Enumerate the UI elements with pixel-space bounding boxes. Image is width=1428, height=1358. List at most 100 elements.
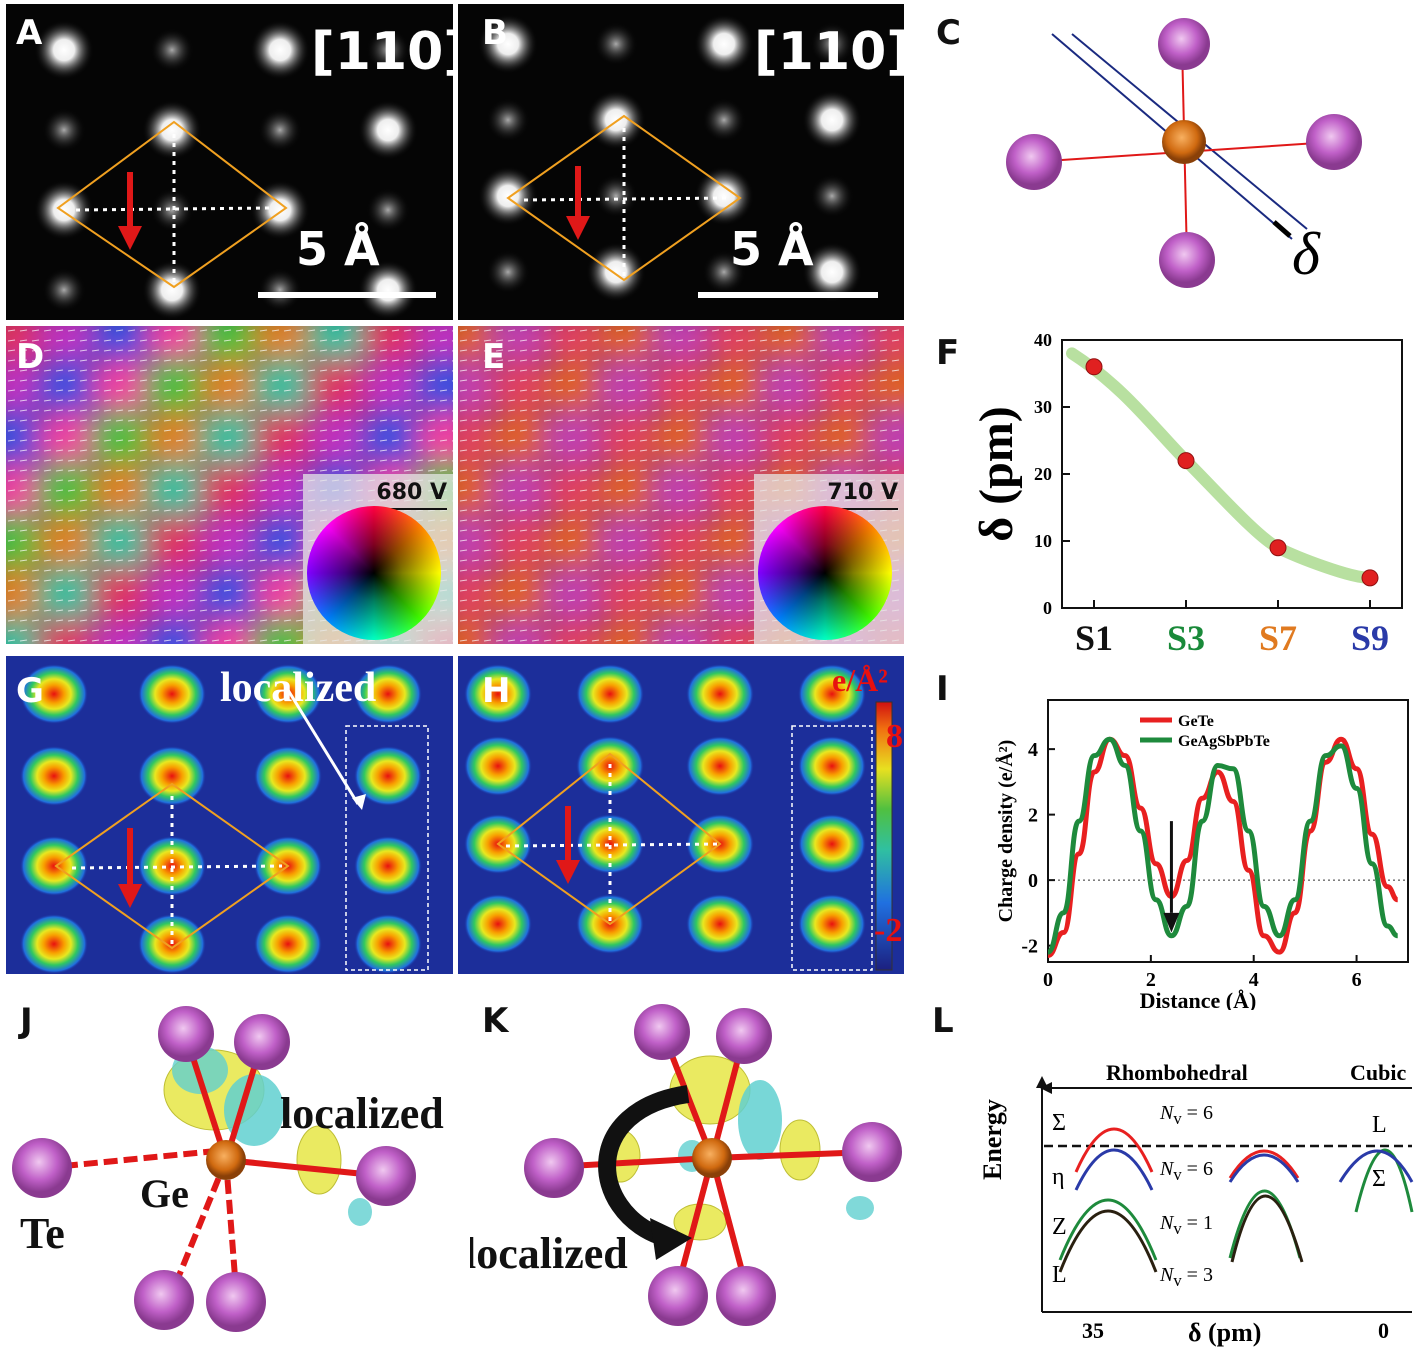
- atom-column: [694, 166, 754, 226]
- charge-density-spot: [354, 914, 422, 974]
- panel-e-dpc-field: 710 V E: [458, 326, 904, 644]
- charge-density-spot: [464, 736, 532, 796]
- nv-subscript: v: [1173, 1165, 1182, 1184]
- charge-density-spot: [464, 894, 532, 954]
- panel-label-h: H: [482, 671, 511, 711]
- charge-density-spot: [686, 894, 754, 954]
- legend-label: GeTe: [1178, 713, 1214, 730]
- panel-label-i: I: [936, 669, 949, 709]
- x-category-label: S7: [1259, 618, 1297, 654]
- charge-density-spot: [138, 664, 206, 724]
- charge-density-spot: [798, 814, 866, 874]
- delta-scatter-chart: 0 10 20 30 40 S1 S3 S7 S9 δ (pm): [970, 330, 1403, 654]
- charge-density-spot: [354, 746, 422, 806]
- valley-degeneracy-1: Nv = 6: [1160, 1102, 1213, 1129]
- atom-column: [42, 108, 86, 152]
- atom-column: [250, 180, 310, 240]
- valley-degeneracy-2: Nv = 6: [1160, 1158, 1213, 1185]
- y-tick-label: 4: [1028, 739, 1038, 761]
- panel-label-l: L: [932, 1001, 954, 1041]
- atom-column: [702, 98, 746, 142]
- ge-agsbpbte-bonding-diagram: [524, 1004, 902, 1326]
- charge-density-spot: [798, 664, 866, 724]
- atom-column: [142, 100, 202, 160]
- atom-column: [802, 242, 862, 302]
- nv-symbol: N: [1160, 1102, 1174, 1124]
- colorbar-min: -2: [874, 912, 903, 949]
- charge-density-spot: [138, 746, 206, 806]
- atom-column: [478, 166, 538, 226]
- charge-density-spot: [254, 914, 322, 974]
- ge-te-bonding-diagram: [12, 1006, 416, 1332]
- atom-column: [594, 174, 638, 218]
- band-eta-label: η: [1052, 1164, 1065, 1190]
- colorbar-max: 8: [886, 718, 903, 755]
- voltage-label: 680 V: [376, 480, 447, 505]
- panel-i-charge-profile: 0 2 4 6 -2 0 2 4 GeTe GeAgSbPbTe Distance (Å) Charg…: [912, 660, 1424, 1010]
- nv-value: = 3: [1186, 1264, 1213, 1286]
- data-point: [1177, 452, 1195, 470]
- scale-bar-label: 5 Å: [730, 222, 814, 276]
- atom-column: [694, 14, 754, 74]
- zone-axis-label: [110]: [754, 22, 904, 82]
- panel-label-a: A: [16, 13, 43, 53]
- panel-c-octahedron: C δ: [912, 4, 1424, 320]
- valley-degeneracy-4: Nv = 3: [1160, 1264, 1213, 1291]
- charge-density-spot: [254, 746, 322, 806]
- band-sigma-label: Σ: [1052, 1110, 1066, 1136]
- charge-density-spot: [576, 664, 644, 724]
- x-category-label: S3: [1167, 618, 1205, 654]
- atom-column: [594, 22, 638, 66]
- atom-column: [366, 188, 410, 232]
- stem-atom-columns: [478, 14, 878, 302]
- voltage-scale-bar: [379, 508, 447, 510]
- charge-density-map: [20, 664, 429, 974]
- localized-annotation: localized: [280, 1089, 444, 1138]
- atom-column: [150, 188, 194, 232]
- charge-density-map: [464, 664, 893, 971]
- x-left-tick: 35: [1082, 1318, 1104, 1343]
- nv-symbol: N: [1160, 1158, 1174, 1180]
- color-wheel: [758, 506, 892, 640]
- band-schematic: [1036, 1076, 1414, 1313]
- panel-label-k: K: [482, 1001, 509, 1041]
- charge-density-spot: [798, 736, 866, 796]
- legend-label: GeAgSbPbTe: [1178, 733, 1270, 750]
- x-tick-label: 4: [1249, 969, 1259, 991]
- minimum-arrowhead: [1163, 912, 1180, 933]
- atom-column: [702, 250, 746, 294]
- cubic-l-label: L: [1372, 1112, 1387, 1138]
- y-tick-label: 40: [1034, 330, 1052, 350]
- panel-label-e: E: [482, 337, 506, 377]
- x-category-label: S1: [1075, 618, 1113, 654]
- atom-column: [142, 260, 202, 320]
- charge-density-spot: [686, 736, 754, 796]
- cubic-label: Cubic: [1350, 1060, 1407, 1085]
- atom-column: [258, 108, 302, 152]
- y-axis-label: Charge density (e/Å²): [994, 740, 1017, 923]
- y-tick-label: -2: [1021, 936, 1038, 958]
- panel-a-stem-image: A [110] 5 Å: [6, 4, 453, 320]
- band-l-label: L: [1052, 1262, 1067, 1288]
- charge-density-spot: [354, 664, 422, 724]
- nv-subscript: v: [1173, 1109, 1182, 1128]
- rhombohedral-label: Rhombohedral: [1106, 1060, 1248, 1085]
- nv-subscript: v: [1173, 1271, 1182, 1290]
- charge-density-spot: [798, 894, 866, 954]
- atom-column: [478, 14, 538, 74]
- y-tick-label: 30: [1034, 397, 1052, 417]
- color-wheel-inset: 680 V: [303, 474, 453, 644]
- atom-column: [34, 20, 94, 80]
- color-wheel-inset: 710 V: [754, 474, 904, 644]
- nv-symbol: N: [1160, 1264, 1174, 1286]
- panel-label-b: B: [482, 13, 508, 53]
- charge-density-spot: [20, 746, 88, 806]
- y-tick-label: 20: [1034, 464, 1052, 484]
- charge-density-spot: [254, 664, 322, 724]
- x-tick-label: 6: [1352, 969, 1362, 991]
- fit-curve: [1066, 347, 1376, 584]
- data-point: [1269, 539, 1287, 557]
- color-wheel: [307, 506, 441, 640]
- panel-label-c: C: [936, 13, 961, 53]
